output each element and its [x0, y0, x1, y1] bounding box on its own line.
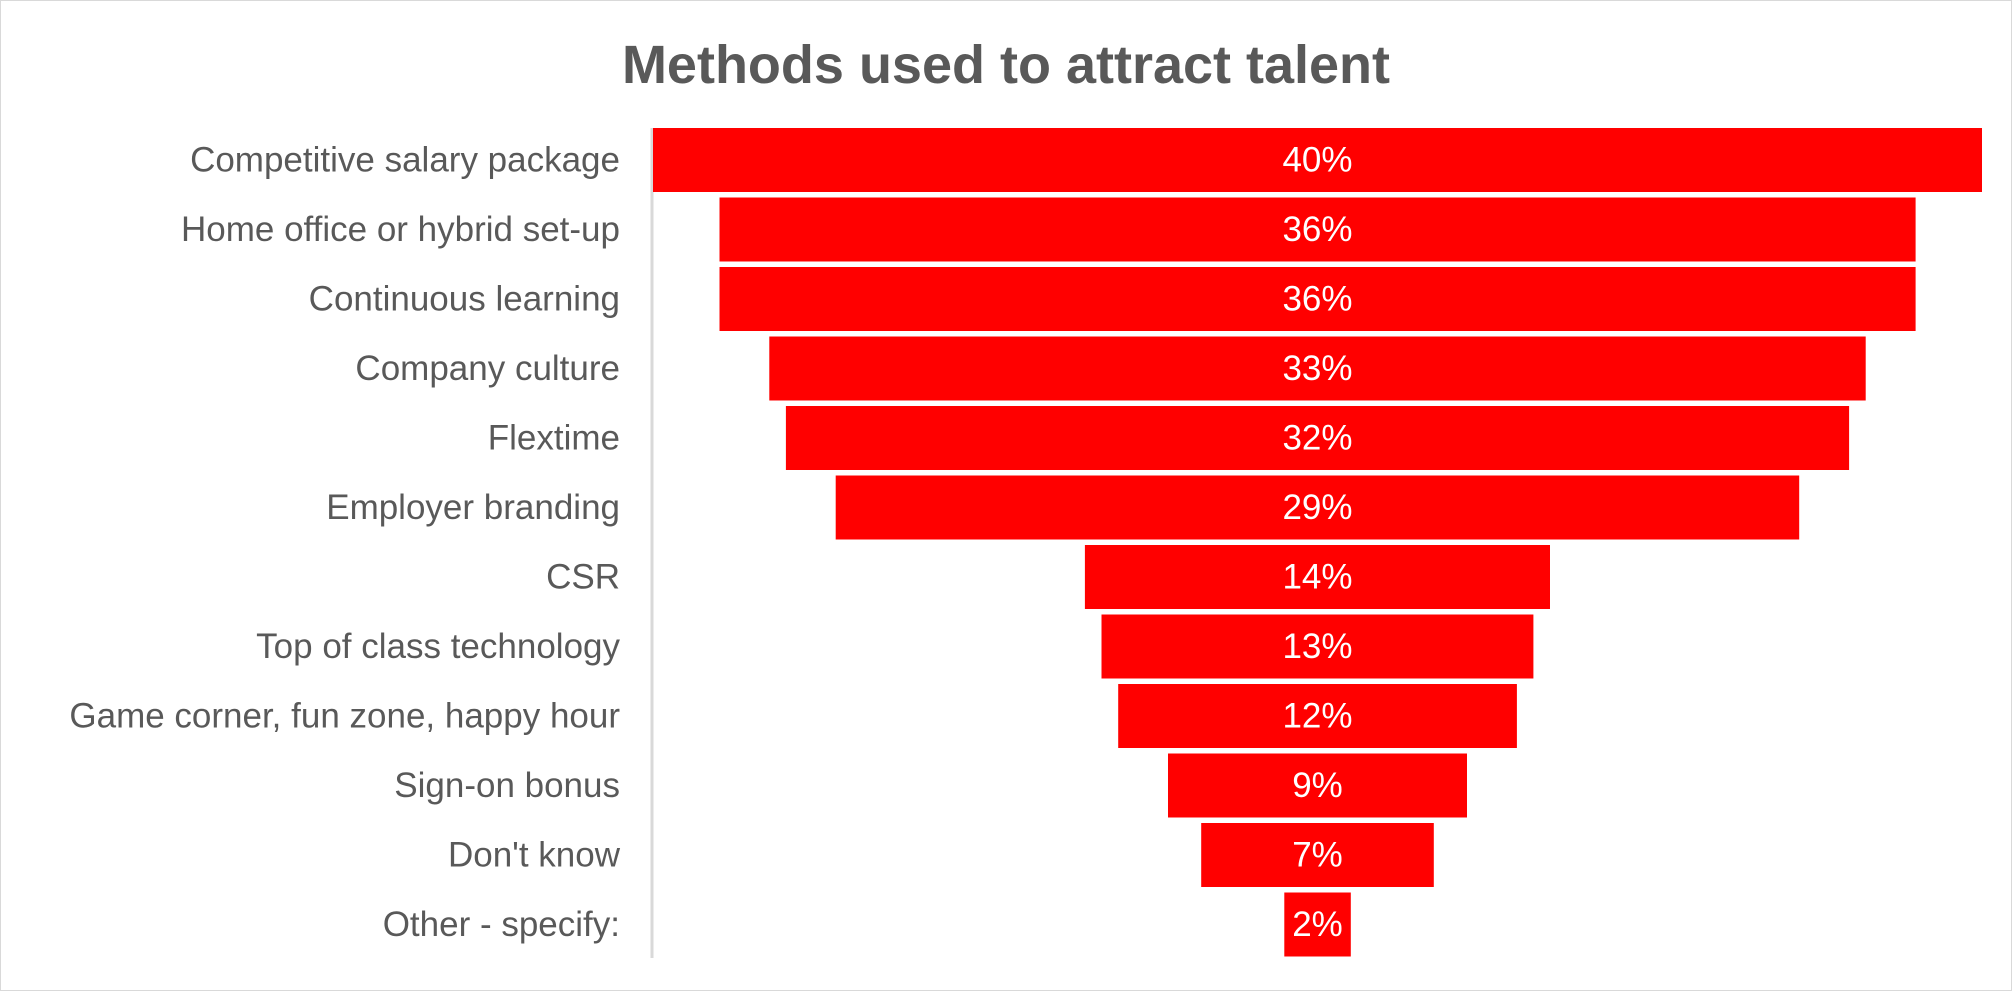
category-label: Don't know [448, 836, 621, 875]
funnel-bar [1084, 545, 1550, 609]
bars-layer [653, 128, 1982, 957]
category-label: Continuous learning [309, 280, 620, 319]
data-label: 36% [1282, 210, 1352, 249]
funnel-bar [1201, 823, 1434, 887]
category-label: Employer branding [326, 488, 620, 527]
data-label: 32% [1282, 419, 1352, 458]
funnel-bar [1101, 614, 1534, 679]
funnel-bar [785, 406, 1850, 470]
funnel-bar [1168, 753, 1467, 818]
funnel-bar [1118, 684, 1517, 748]
funnel-bar [719, 267, 1916, 331]
data-label: 36% [1282, 280, 1352, 319]
funnel-bar [835, 475, 1800, 540]
category-label: Sign-on bonus [394, 766, 620, 805]
data-label: 7% [1292, 836, 1343, 875]
data-label: 13% [1282, 627, 1352, 666]
funnel-bar [719, 197, 1916, 262]
data-label: 12% [1282, 697, 1352, 736]
data-label: 29% [1282, 488, 1352, 527]
category-label: Top of class technology [256, 627, 620, 666]
chart-title: Methods used to attract talent [621, 35, 1391, 95]
category-label: Other - specify: [383, 905, 620, 944]
data-label: 40% [1282, 141, 1352, 180]
category-label: Flextime [488, 419, 620, 458]
data-label: 2% [1292, 905, 1343, 944]
category-label: Game corner, fun zone, happy hour [69, 697, 620, 736]
labels-layer: 40% Competitive salary package 36% Home off… [69, 141, 1352, 945]
category-label: CSR [546, 558, 620, 597]
funnel-bar [653, 128, 1982, 192]
data-label: 33% [1282, 349, 1352, 388]
data-label: 14% [1282, 558, 1352, 597]
funnel-bar [769, 336, 1866, 401]
funnel-bar [1284, 892, 1351, 957]
category-label: Home office or hybrid set-up [181, 210, 620, 249]
category-label: Competitive salary package [190, 141, 620, 180]
data-label: 9% [1292, 766, 1343, 805]
category-label: Company culture [355, 349, 620, 388]
